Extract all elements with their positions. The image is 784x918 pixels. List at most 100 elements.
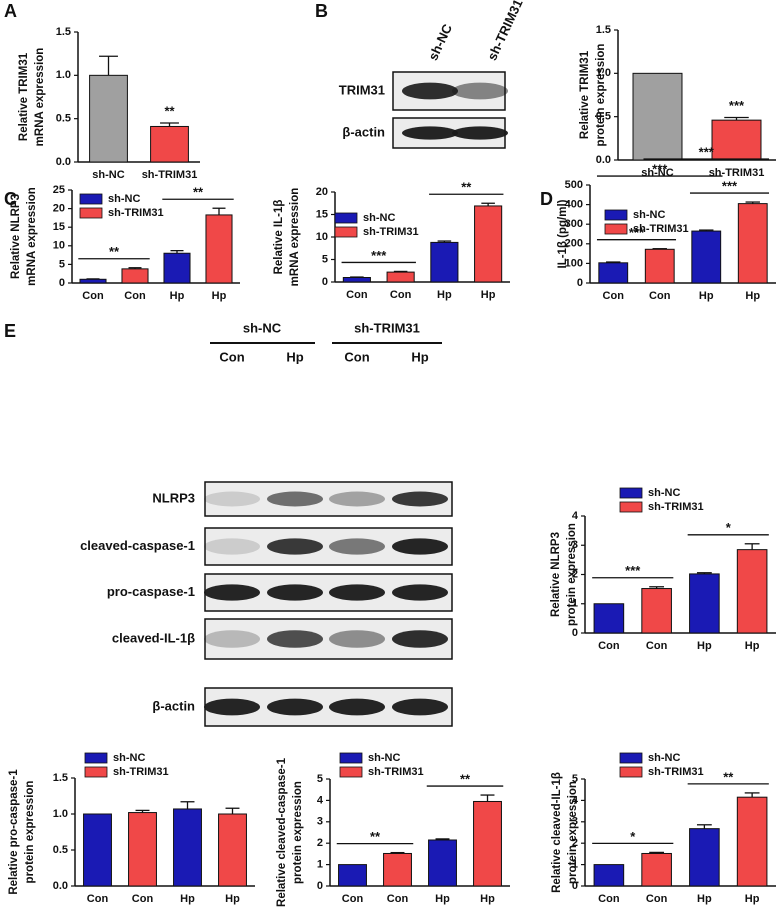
x-tick-label: Hp (481, 289, 496, 301)
x-tick-label: Con (342, 893, 364, 905)
legend-label: sh-TRIM31 (648, 766, 704, 778)
blot-lane-label: Hp (411, 349, 428, 364)
x-tick-label: Con (646, 640, 668, 652)
blot-column-label: sh-NC (425, 21, 455, 63)
x-tick-label: sh-TRIM31 (709, 167, 765, 179)
legend-swatch (604, 209, 628, 221)
blot-band (204, 491, 260, 507)
bar (338, 864, 367, 887)
y-tick-label: 0 (317, 880, 323, 892)
y-tick-label: 1.0 (56, 69, 71, 81)
legend-label: sh-NC (648, 487, 680, 499)
y-tick-label: 300 (565, 218, 583, 230)
legend-swatch (339, 752, 363, 764)
blot-frame (204, 618, 453, 660)
bar (711, 119, 762, 161)
y-tick-label: 4 (317, 794, 324, 806)
y-axis-label: Relative cleaved-caspase-1 (276, 757, 288, 907)
x-tick-label: Hp (699, 290, 714, 302)
bar (689, 828, 720, 887)
y-tick-label: 0 (577, 277, 583, 289)
x-tick-label: Hp (745, 893, 760, 905)
y-tick-label: 100 (565, 257, 583, 269)
x-tick-label: Hp (697, 893, 712, 905)
y-axis-label: Relative NLRP3 (10, 194, 22, 279)
blot-row-label: TRIM31 (339, 82, 385, 97)
legend-swatch (339, 766, 363, 778)
x-tick-label: Con (82, 290, 104, 302)
x-tick-label: Con (603, 290, 625, 302)
y-tick-label: 0 (572, 880, 578, 892)
significance-label: * (630, 829, 636, 844)
blot-band (204, 538, 260, 555)
y-axis-label: protein expression (24, 781, 36, 884)
blot-group-label: sh-TRIM31 (354, 320, 420, 335)
legend-swatch (619, 487, 643, 499)
blot-band (392, 630, 448, 648)
panel-label: D (540, 189, 553, 209)
legend-label: sh-TRIM31 (648, 501, 704, 513)
y-tick-label: 20 (53, 203, 65, 215)
significance-label: *** (729, 98, 745, 113)
bar (473, 800, 502, 887)
blot-band (392, 584, 448, 601)
y-tick-label: 2 (572, 837, 578, 849)
x-tick-label: Con (387, 893, 409, 905)
y-tick-label: 5 (322, 253, 328, 265)
legend-label: sh-TRIM31 (633, 223, 689, 235)
y-tick-label: 0 (572, 627, 578, 639)
blot-band (204, 630, 260, 648)
y-tick-label: 1.0 (596, 67, 611, 79)
legend-label: sh-TRIM31 (368, 766, 424, 778)
blot-band (329, 491, 385, 507)
y-axis-label: Relative NLRP3 (550, 532, 562, 617)
x-tick-label: sh-NC (92, 169, 124, 181)
y-tick-label: 1.5 (53, 772, 68, 784)
x-tick-label: Con (390, 289, 412, 301)
y-tick-label: 4 (572, 510, 579, 522)
y-axis-label: mRNA expression (289, 188, 301, 287)
significance-label: *** (652, 161, 668, 176)
x-tick-label: Con (649, 290, 671, 302)
bar (342, 277, 371, 283)
significance-label: *** (625, 563, 641, 578)
blot-band (329, 630, 385, 648)
x-tick-label: Con (646, 893, 668, 905)
bar (163, 252, 191, 284)
blot-row-label: β-actin (152, 698, 195, 713)
y-axis-label: protein expression (595, 44, 607, 147)
blot-band (329, 538, 385, 555)
y-tick-label: 3 (572, 816, 578, 828)
legend-label: sh-TRIM31 (108, 207, 164, 219)
significance-label: *** (722, 178, 738, 193)
bar (736, 549, 768, 634)
blot-column-label: sh-TRIM31 (484, 0, 525, 63)
x-tick-label: Con (124, 290, 146, 302)
y-tick-label: 5 (572, 773, 578, 785)
x-tick-label: Hp (435, 893, 450, 905)
blot-band (267, 698, 323, 716)
blot-band (392, 538, 448, 555)
y-tick-label: 0.0 (53, 880, 68, 892)
bar (128, 812, 157, 887)
significance-label: ** (460, 771, 471, 786)
blot-band (204, 698, 260, 716)
y-tick-label: 5 (317, 773, 323, 785)
bar (691, 230, 722, 284)
y-tick-label: 10 (316, 231, 328, 243)
legend-swatch (334, 226, 358, 238)
x-tick-label: Hp (212, 290, 227, 302)
x-tick-label: sh-TRIM31 (142, 169, 198, 181)
legend-label: sh-TRIM31 (363, 226, 419, 238)
x-tick-label: Hp (180, 893, 195, 905)
significance-label: *** (371, 248, 387, 263)
blot-row-label: cleaved-IL-1β (112, 630, 195, 645)
y-tick-label: 500 (565, 179, 583, 191)
x-tick-label: Hp (225, 893, 240, 905)
y-tick-label: 15 (316, 208, 328, 220)
y-axis-label: Relative TRIM31 (579, 50, 591, 139)
blot-band (452, 82, 508, 100)
blot-row-label: NLRP3 (152, 490, 195, 505)
significance-label: ** (193, 185, 204, 200)
blot-band (267, 630, 323, 648)
